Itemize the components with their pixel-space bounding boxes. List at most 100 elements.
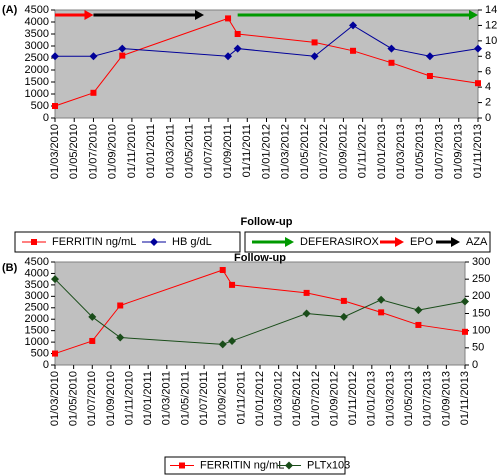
x-tick-label: 01/09/2010 xyxy=(105,371,117,426)
marker xyxy=(219,267,226,274)
x-tick-label: 01/03/2012 xyxy=(273,371,285,426)
y-tick-label: 1500 xyxy=(25,325,49,337)
x-tick-label: 01/01/2013 xyxy=(366,371,378,426)
y-tick-label: 3500 xyxy=(25,28,49,40)
y2-tick-label: 12 xyxy=(485,19,497,31)
marker xyxy=(51,52,59,61)
x-tick-label: 01/05/2012 xyxy=(291,371,303,426)
x-tick-label: 01/09/2012 xyxy=(337,124,349,179)
marker xyxy=(387,44,396,53)
marker xyxy=(310,52,319,61)
x-tick-label: 01/07/2013 xyxy=(422,371,434,426)
arrow-head xyxy=(469,10,478,20)
x-tick-label: 01/09/2011 xyxy=(222,124,234,178)
marker xyxy=(475,80,481,87)
y2-tick-label: 10 xyxy=(485,35,497,47)
x-tick-label: 01/11/2011 xyxy=(235,371,247,424)
x-tick-label: 01/07/2010 xyxy=(87,124,99,179)
y-tick-label: 2000 xyxy=(25,64,49,76)
marker xyxy=(89,52,98,61)
y2-tick-label: 0 xyxy=(485,112,491,124)
x-tick-label: 01/07/2011 xyxy=(203,124,215,178)
legend-label: PLTx103 xyxy=(307,459,350,471)
x-axis-title: Follow-up xyxy=(241,216,293,228)
y-tick-label: 4500 xyxy=(25,256,49,268)
legend-box xyxy=(244,231,491,253)
x-axis-title: Follow-up xyxy=(234,252,286,264)
marker xyxy=(88,312,97,321)
marker xyxy=(311,39,318,46)
x-tick-label: 01/03/2010 xyxy=(49,371,61,426)
marker xyxy=(388,59,395,66)
y2-tick-label: 100 xyxy=(472,325,490,337)
legend-label: EPO xyxy=(410,236,434,248)
plot-area xyxy=(54,9,479,119)
x-tick-label: 01/11/2011 xyxy=(241,124,253,177)
series-line xyxy=(54,17,479,107)
legend-label: FERRITIN ng/mL xyxy=(52,236,136,248)
y2-tick-label: 300 xyxy=(472,256,490,268)
marker xyxy=(377,295,386,304)
x-tick-label: 01/07/2012 xyxy=(310,371,322,426)
x-tick-label: 01/03/2011 xyxy=(164,124,176,178)
y-tick-label: 4500 xyxy=(25,4,49,16)
x-tick-label: 01/09/2010 xyxy=(107,124,119,179)
marker xyxy=(349,21,358,30)
marker xyxy=(461,297,469,306)
y-tick-label: 0 xyxy=(43,359,49,371)
x-tick-label: 01/05/2011 xyxy=(183,124,195,178)
x-tick-label: 01/07/2011 xyxy=(198,371,210,425)
marker xyxy=(233,44,242,53)
marker xyxy=(52,103,58,109)
marker xyxy=(474,44,482,53)
arrow-head xyxy=(451,237,460,247)
x-tick-label: 01/01/2012 xyxy=(254,371,266,426)
x-tick-label: 01/11/2013 xyxy=(459,371,471,425)
legend-label: FERRITIN ng/mL xyxy=(200,459,284,471)
arrow-head xyxy=(395,237,404,247)
marker xyxy=(224,52,233,61)
y2-tick-label: 200 xyxy=(472,290,490,302)
marker xyxy=(179,462,185,469)
y-tick-label: 3000 xyxy=(25,290,49,302)
x-tick-label: 01/05/2012 xyxy=(299,124,311,179)
marker xyxy=(228,336,237,345)
legend-label: AZA xyxy=(466,236,488,248)
y2-tick-label: 14 xyxy=(485,4,497,16)
y-tick-label: 2000 xyxy=(25,313,49,325)
x-tick-label: 01/07/2013 xyxy=(433,124,445,179)
marker xyxy=(339,312,348,321)
marker xyxy=(426,73,433,79)
y-tick-label: 3000 xyxy=(25,40,49,52)
marker xyxy=(119,52,126,59)
y-tick-label: 2500 xyxy=(25,302,49,314)
x-tick-label: 01/03/2012 xyxy=(280,124,292,179)
marker xyxy=(31,239,37,245)
marker xyxy=(234,31,241,37)
y-tick-label: 1000 xyxy=(25,88,49,100)
marker xyxy=(90,89,97,96)
marker xyxy=(116,333,125,342)
x-tick-label: 01/11/2010 xyxy=(123,371,135,425)
marker xyxy=(425,52,434,61)
marker xyxy=(350,47,357,54)
marker xyxy=(52,350,58,357)
x-tick-label: 01/11/2012 xyxy=(347,371,359,425)
series-line xyxy=(55,24,479,57)
y-tick-label: 1500 xyxy=(25,76,49,88)
marker xyxy=(462,328,468,335)
marker xyxy=(302,309,311,318)
panel-label: (A) xyxy=(2,4,18,16)
y2-tick-label: 50 xyxy=(472,342,484,354)
marker xyxy=(225,15,232,22)
x-tick-label: 01/03/2010 xyxy=(49,124,61,179)
legend-label: HB g/dL xyxy=(172,236,212,248)
y2-tick-label: 150 xyxy=(472,307,490,319)
marker xyxy=(378,309,385,316)
marker xyxy=(414,306,423,315)
x-tick-label: 01/07/2012 xyxy=(318,124,330,179)
x-tick-label: 01/09/2013 xyxy=(453,124,465,179)
x-tick-label: 01/01/2011 xyxy=(142,371,154,425)
marker xyxy=(340,297,347,304)
